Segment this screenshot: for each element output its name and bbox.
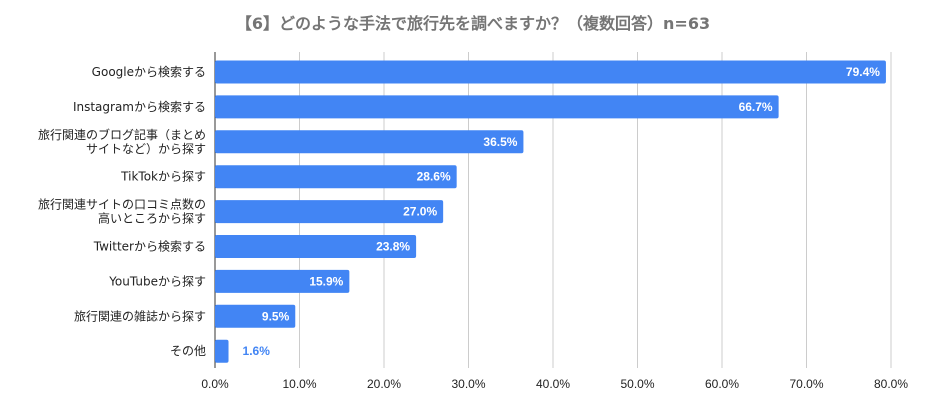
data-label: 36.5% [483,135,517,149]
data-label: 1.6% [243,344,271,358]
data-label: 9.5% [262,309,290,323]
bar [215,339,229,363]
category-label: その他 [170,344,206,358]
x-tick-label: 70.0% [789,377,823,391]
x-tick-label: 30.0% [451,377,485,391]
bar [215,200,444,224]
bar [215,95,779,119]
chart-title: 【6】どのような手法で旅行先を調べますか？（複数回答）n=63 [235,14,711,33]
bar [215,130,524,154]
category-label: 旅行関連サイトの口コミ点数の [38,197,206,212]
bar [215,60,886,84]
data-label: 15.9% [309,274,343,288]
data-label: 23.8% [376,240,410,254]
bar [215,304,296,328]
x-tick-label: 40.0% [536,377,570,391]
category-label: サイトなど）から探す [86,142,206,156]
category-label: Googleから検索する [92,65,206,79]
x-tick-label: 80.0% [874,377,908,391]
category-label: Instagramから検索する [73,100,206,114]
category-label: 旅行関連の雑誌から探す [74,308,206,323]
x-tick-label: 10.0% [282,377,316,391]
category-labels: Googleから検索する Instagramから検索する旅行関連のブログ記事（まと… [38,65,206,358]
category-label: TikTokから探す [120,170,206,184]
category-label: 旅行関連のブログ記事（まとめ [38,127,206,142]
x-tick-label: 20.0% [367,377,401,391]
bar [215,165,457,189]
x-tick-label: 60.0% [705,377,739,391]
category-label: Twitterから検索する [93,240,206,254]
category-label: 高いところから探す [98,211,206,226]
data-label: 28.6% [417,170,451,184]
bar [215,269,350,293]
data-label: 66.7% [739,100,773,114]
x-axis-ticks: 0.0% 10.0% 20.0% 30.0% 40.0% 50.0% 60.0% 70.0% 8… [201,377,908,391]
x-tick-label: 0.0% [201,377,229,391]
data-label: 27.0% [403,205,437,219]
data-label: 79.4% [846,65,880,79]
x-tick-label: 50.0% [620,377,654,391]
category-label: YouTubeから探す [108,274,206,288]
bar [215,235,417,258]
bars [215,60,886,363]
data-labels: 79.4% 66.7% 36.5% 28.6% 27.0% 23.8% 15.9% 9.5% 1… [243,65,881,358]
